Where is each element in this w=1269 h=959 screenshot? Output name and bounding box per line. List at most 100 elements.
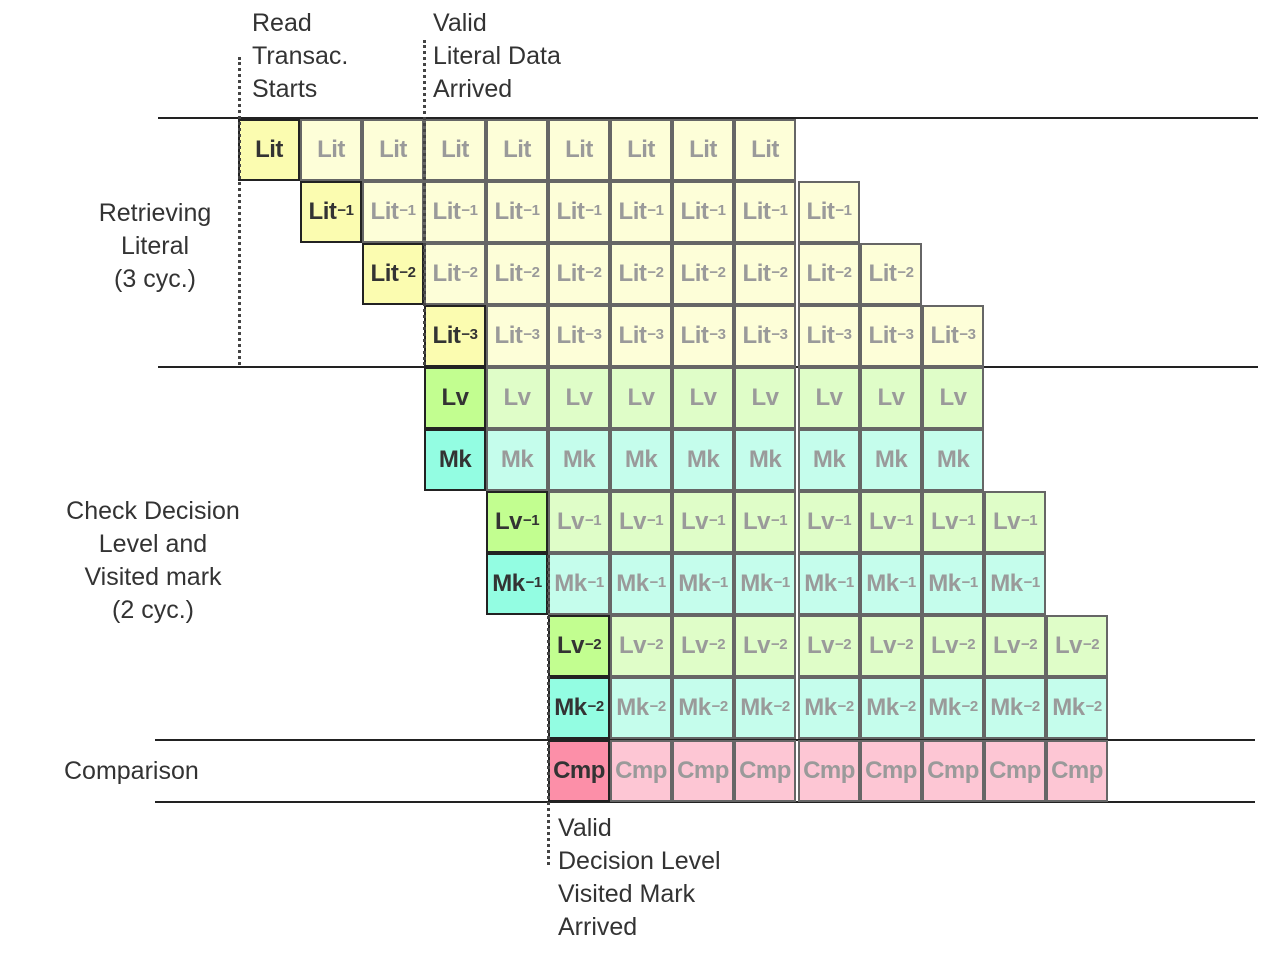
- cell-label: Lit: [742, 322, 771, 349]
- faded-lit-cell: Lit: [610, 119, 672, 181]
- cell-label: Mk: [492, 570, 525, 597]
- cell-label: Mk: [554, 570, 587, 597]
- faded-lv-cell: Lv −1: [984, 491, 1046, 553]
- cell-label: Mk: [740, 570, 773, 597]
- cell-label: Lv: [503, 384, 531, 411]
- cell-label: Mk: [812, 446, 846, 473]
- cell-label: Lit: [618, 260, 647, 287]
- cell-label-superscript: −2: [461, 263, 478, 281]
- faded-mk-cell: Mk −1: [548, 553, 610, 615]
- cell-label: Lit: [379, 136, 407, 163]
- cell-label-superscript: −2: [585, 263, 602, 281]
- cell-label: Mk: [678, 570, 711, 597]
- cell-label: Mk: [866, 570, 899, 597]
- active-lit-cell: Lit −3: [424, 305, 486, 367]
- cell-label: Lv: [1054, 632, 1083, 659]
- cell-label: Lv: [618, 508, 647, 535]
- cell-label: Lit: [680, 322, 709, 349]
- faded-mk-cell: Mk −2: [798, 677, 860, 739]
- faded-lit-cell: Lit: [362, 119, 424, 181]
- cell-label-superscript: −2: [961, 697, 979, 715]
- cell-label: Cmp: [927, 757, 979, 784]
- cell-label: Lv: [930, 508, 959, 535]
- cell-label: Lv: [868, 632, 897, 659]
- cell-label-superscript: −2: [708, 635, 726, 653]
- cell-label: Lit: [494, 322, 523, 349]
- cell-label: Lv: [992, 632, 1021, 659]
- faded-mk-cell: Mk −2: [734, 677, 796, 739]
- cell-label-superscript: −1: [647, 201, 664, 219]
- cell-label: Lv: [689, 384, 717, 411]
- literal-valid-annotation: Valid Literal Data Arrived: [433, 7, 561, 106]
- faded-mk-cell: Mk −2: [610, 677, 672, 739]
- faded-lv-cell: Lv −2: [860, 615, 922, 677]
- cell-label: Mk: [804, 694, 837, 721]
- cell-label: Lv: [618, 632, 647, 659]
- cell-label-superscript: −2: [584, 635, 602, 653]
- cell-label: Lit: [432, 198, 461, 225]
- cell-label: Lv: [930, 632, 959, 659]
- cell-label-superscript: −2: [1023, 697, 1041, 715]
- faded-lit-cell: Lit −3: [548, 305, 610, 367]
- faded-lit-cell: Lit −2: [860, 243, 922, 305]
- read-start-marker: [238, 57, 241, 365]
- cell-label-superscript: −2: [711, 697, 729, 715]
- cell-label: Lit: [565, 136, 593, 163]
- cell-label-superscript: −1: [773, 573, 791, 591]
- faded-lv-cell: Lv: [922, 367, 984, 429]
- faded-lv-cell: Lv −1: [548, 491, 610, 553]
- cell-label: Lv: [742, 508, 771, 535]
- literal-valid-marker: [423, 40, 426, 365]
- cell-label: Cmp: [615, 757, 667, 784]
- faded-lit-cell: Lit −1: [734, 181, 796, 243]
- cell-label: Mk: [616, 570, 649, 597]
- cell-label-superscript: −3: [897, 325, 914, 343]
- cell-label-superscript: −1: [585, 201, 602, 219]
- faded-lv-cell: Lv −2: [1046, 615, 1108, 677]
- cell-label: Lv: [877, 384, 905, 411]
- cell-label-superscript: −1: [899, 573, 917, 591]
- cell-label: Lv: [680, 508, 709, 535]
- annotation-line: Transac.: [252, 42, 349, 70]
- cell-label: Lit: [556, 260, 585, 287]
- faded-lit-cell: Lit −1: [548, 181, 610, 243]
- cell-label-superscript: −2: [1020, 635, 1038, 653]
- cell-label: Lit: [742, 260, 771, 287]
- faded-mk-cell: Mk −2: [984, 677, 1046, 739]
- cell-label-superscript: −1: [896, 511, 914, 529]
- faded-lit-cell: Lit −3: [486, 305, 548, 367]
- cell-label: Lit: [806, 198, 835, 225]
- cell-label: Cmp: [739, 757, 791, 784]
- cell-label: Mk: [1052, 694, 1085, 721]
- stage-label-check: Check Decision Level and Visited mark (2…: [48, 495, 258, 627]
- annotation-line: Starts: [252, 75, 318, 103]
- stage-divider-bottom: [155, 801, 1255, 803]
- faded-mk-cell: Mk −1: [860, 553, 922, 615]
- faded-lv-cell: Lv −1: [734, 491, 796, 553]
- cell-label: Lit: [494, 198, 523, 225]
- faded-lv-cell: Lv: [610, 367, 672, 429]
- active-lv-cell: Lv −2: [548, 615, 610, 677]
- faded-cmp-cell: Cmp: [984, 740, 1046, 802]
- cell-label: Lit: [503, 136, 531, 163]
- faded-mk-cell: Mk −1: [610, 553, 672, 615]
- active-lit-cell: Lit −1: [300, 181, 362, 243]
- cell-label: Lit: [751, 136, 779, 163]
- cell-label-superscript: −2: [647, 263, 664, 281]
- faded-lit-cell: Lit −1: [672, 181, 734, 243]
- faded-lit-cell: Lit −1: [486, 181, 548, 243]
- cell-label-superscript: −2: [646, 635, 664, 653]
- cell-label-superscript: −3: [959, 325, 976, 343]
- faded-mk-cell: Mk: [486, 429, 548, 491]
- cell-label: Lit: [868, 260, 897, 287]
- faded-lit-cell: Lit −2: [798, 243, 860, 305]
- cell-label-superscript: −1: [1020, 511, 1038, 529]
- stage-label-line: (3 cyc.): [114, 265, 196, 293]
- cell-label: Lit: [432, 260, 461, 287]
- faded-mk-cell: Mk: [798, 429, 860, 491]
- faded-lit-cell: Lit −1: [798, 181, 860, 243]
- faded-lv-cell: Lv −2: [798, 615, 860, 677]
- faded-lv-cell: Lv: [860, 367, 922, 429]
- faded-lit-cell: Lit −3: [798, 305, 860, 367]
- cell-label-superscript: −3: [647, 325, 664, 343]
